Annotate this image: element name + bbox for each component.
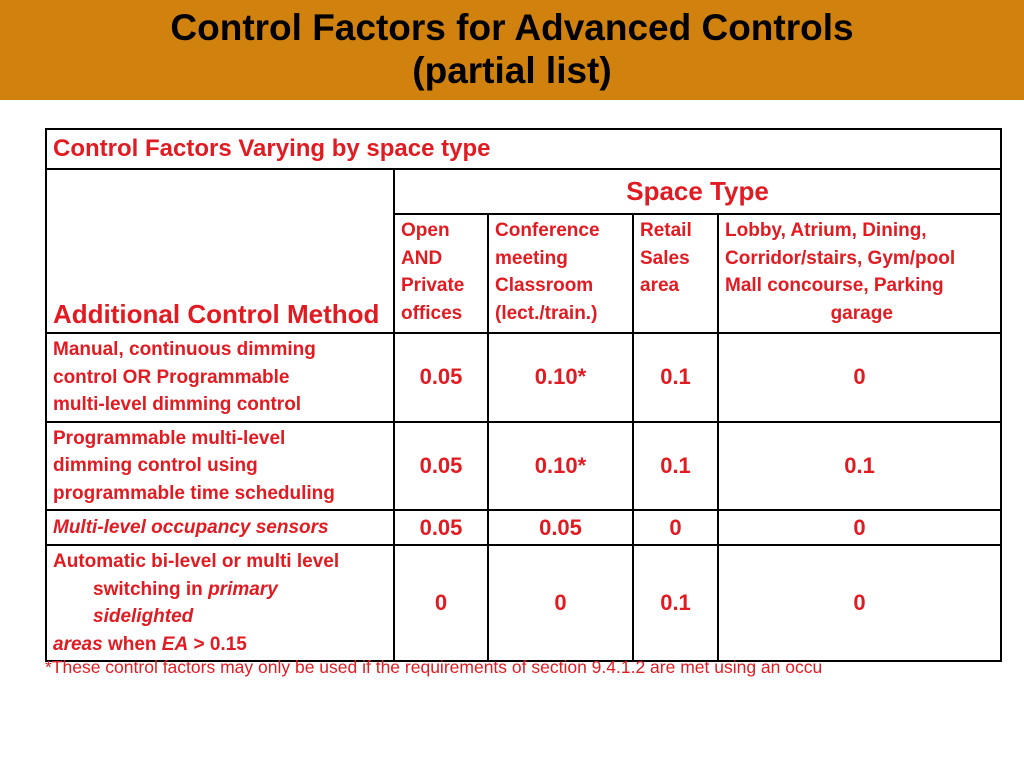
- slide-title-line2: (partial list): [412, 50, 612, 91]
- factor-value: 0.05: [487, 509, 634, 547]
- row-label-manual-dimming: Manual, continuous dimming control OR Pr…: [45, 332, 395, 423]
- slide-title: Control Factors for Advanced Controls (p…: [170, 7, 853, 92]
- col-header-retail-sales-area: Retail Sales area: [632, 213, 719, 334]
- col-header-conference-classroom: Conference meeting Classroom (lect./trai…: [487, 213, 634, 334]
- bilevel-line3: sidelighted: [93, 606, 194, 628]
- bilevel-line1: Automatic bi-level or multi level: [53, 551, 340, 573]
- control-factors-table: Control Factors Varying by space type Ad…: [44, 128, 1003, 663]
- factor-value: 0.1: [632, 420, 719, 512]
- table-row-programmable-dimming: Programmable multi-level dimming control…: [45, 420, 1003, 512]
- factor-value: 0: [716, 332, 1003, 423]
- column-headers-row: Open AND Private offices Conference meet…: [46, 213, 1003, 334]
- factor-value: 0.1: [632, 332, 719, 423]
- factor-value: 0.10*: [487, 420, 634, 512]
- row-label-occupancy-sensors: Multi-level occupancy sensors: [45, 509, 395, 547]
- factor-value: 0: [716, 509, 1003, 547]
- col-header-lobby-atrium-dining: Lobby, Atrium, Dining, Corridor/stairs, …: [716, 213, 1003, 334]
- factor-value: 0.1: [632, 544, 719, 663]
- factor-value: 0: [632, 509, 719, 547]
- factor-value: 0.05: [393, 420, 489, 512]
- slide-title-line1: Control Factors for Advanced Controls: [170, 7, 854, 49]
- title-band: Control Factors for Advanced Controls (p…: [0, 0, 1024, 100]
- space-type-header: Space Type: [392, 168, 1003, 215]
- footnote: *These control factors may only be used …: [45, 657, 823, 677]
- row-label-automatic-bilevel: Automatic bi-level or multi level switch…: [45, 544, 395, 663]
- col-header-open-private-offices: Open AND Private offices: [393, 213, 489, 334]
- table-row-occupancy-sensors: Multi-level occupancy sensors 0.05 0.05 …: [45, 509, 1003, 547]
- row-label-programmable-dimming: Programmable multi-level dimming control…: [45, 420, 395, 512]
- table-caption-row: Control Factors Varying by space type: [44, 128, 1003, 170]
- factor-value: 0.05: [393, 509, 489, 547]
- factor-value: 0: [487, 544, 634, 663]
- bilevel-line4: areas when EA > 0.15: [53, 633, 247, 655]
- factor-value: 0.10*: [487, 332, 634, 423]
- space-type-row: Additional Control Method Space Type: [45, 168, 1003, 334]
- factor-value: 0: [393, 544, 489, 663]
- table-caption: Control Factors Varying by space type: [44, 128, 1003, 170]
- factor-value: 0: [716, 544, 1003, 663]
- factor-value: 0.05: [393, 332, 489, 423]
- bilevel-line2: switching in primary: [93, 578, 278, 600]
- table-row-automatic-bilevel: Automatic bi-level or multi level switch…: [45, 544, 1003, 663]
- table-row-manual-dimming: Manual, continuous dimming control OR Pr…: [45, 332, 1003, 423]
- additional-control-method-label: Additional Control Method: [45, 168, 395, 334]
- factor-value: 0.1: [716, 420, 1003, 512]
